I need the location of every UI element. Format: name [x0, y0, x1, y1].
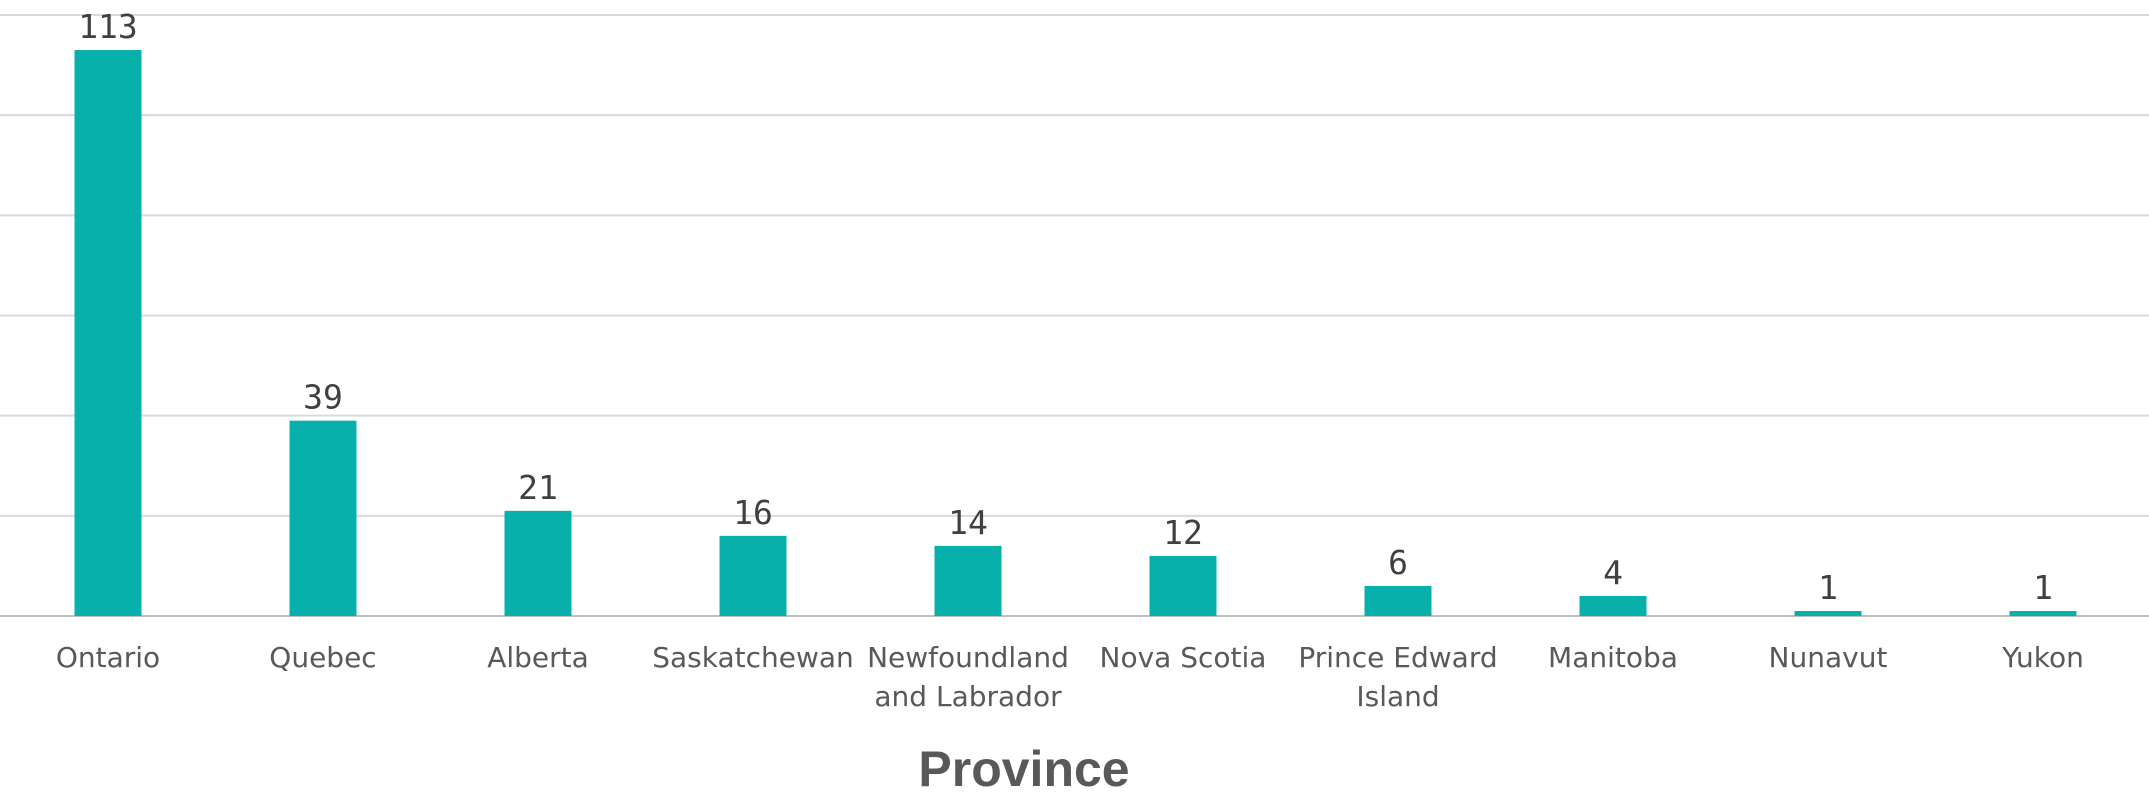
category-label: Alberta [487, 641, 589, 674]
x-axis-title: Province [918, 741, 1129, 793]
bar [1364, 585, 1432, 616]
data-label: 14 [948, 503, 988, 542]
bar [1794, 610, 1862, 616]
data-label: 21 [518, 468, 558, 507]
bar [1579, 595, 1647, 616]
data-label: 113 [78, 7, 138, 46]
bar [934, 545, 1002, 616]
data-label: 6 [1388, 543, 1408, 582]
category-label: Ontario [56, 641, 160, 674]
gridlines [0, 14, 2149, 617]
category-label: Manitoba [1548, 641, 1678, 674]
data-label: 1 [1818, 568, 1838, 607]
category-label: Quebec [269, 641, 376, 674]
bar [289, 420, 357, 616]
data-label: 4 [1603, 553, 1623, 592]
category-labels: Ontario Quebec Alberta Saskatchewan Newfound… [56, 641, 2084, 713]
bar [74, 50, 142, 616]
data-label: 1 [2033, 568, 2053, 607]
bars [74, 50, 2077, 616]
data-label: 16 [733, 493, 773, 532]
category-label: Saskatchewan [652, 641, 854, 674]
category-label: Newfoundland and Labrador [867, 641, 1069, 713]
category-label: Yukon [2001, 641, 2084, 674]
category-label: Prince Edward Island [1298, 641, 1497, 713]
data-label: 39 [303, 378, 343, 417]
category-label: Nunavut [1769, 641, 1888, 674]
data-labels: 113 39 21 16 14 12 6 4 1 1 [78, 7, 2053, 607]
bar [719, 535, 787, 616]
bar [2009, 610, 2077, 616]
bar [1149, 555, 1217, 616]
bar [504, 510, 572, 616]
category-label: Nova Scotia [1100, 641, 1267, 674]
data-label: 12 [1163, 513, 1203, 552]
